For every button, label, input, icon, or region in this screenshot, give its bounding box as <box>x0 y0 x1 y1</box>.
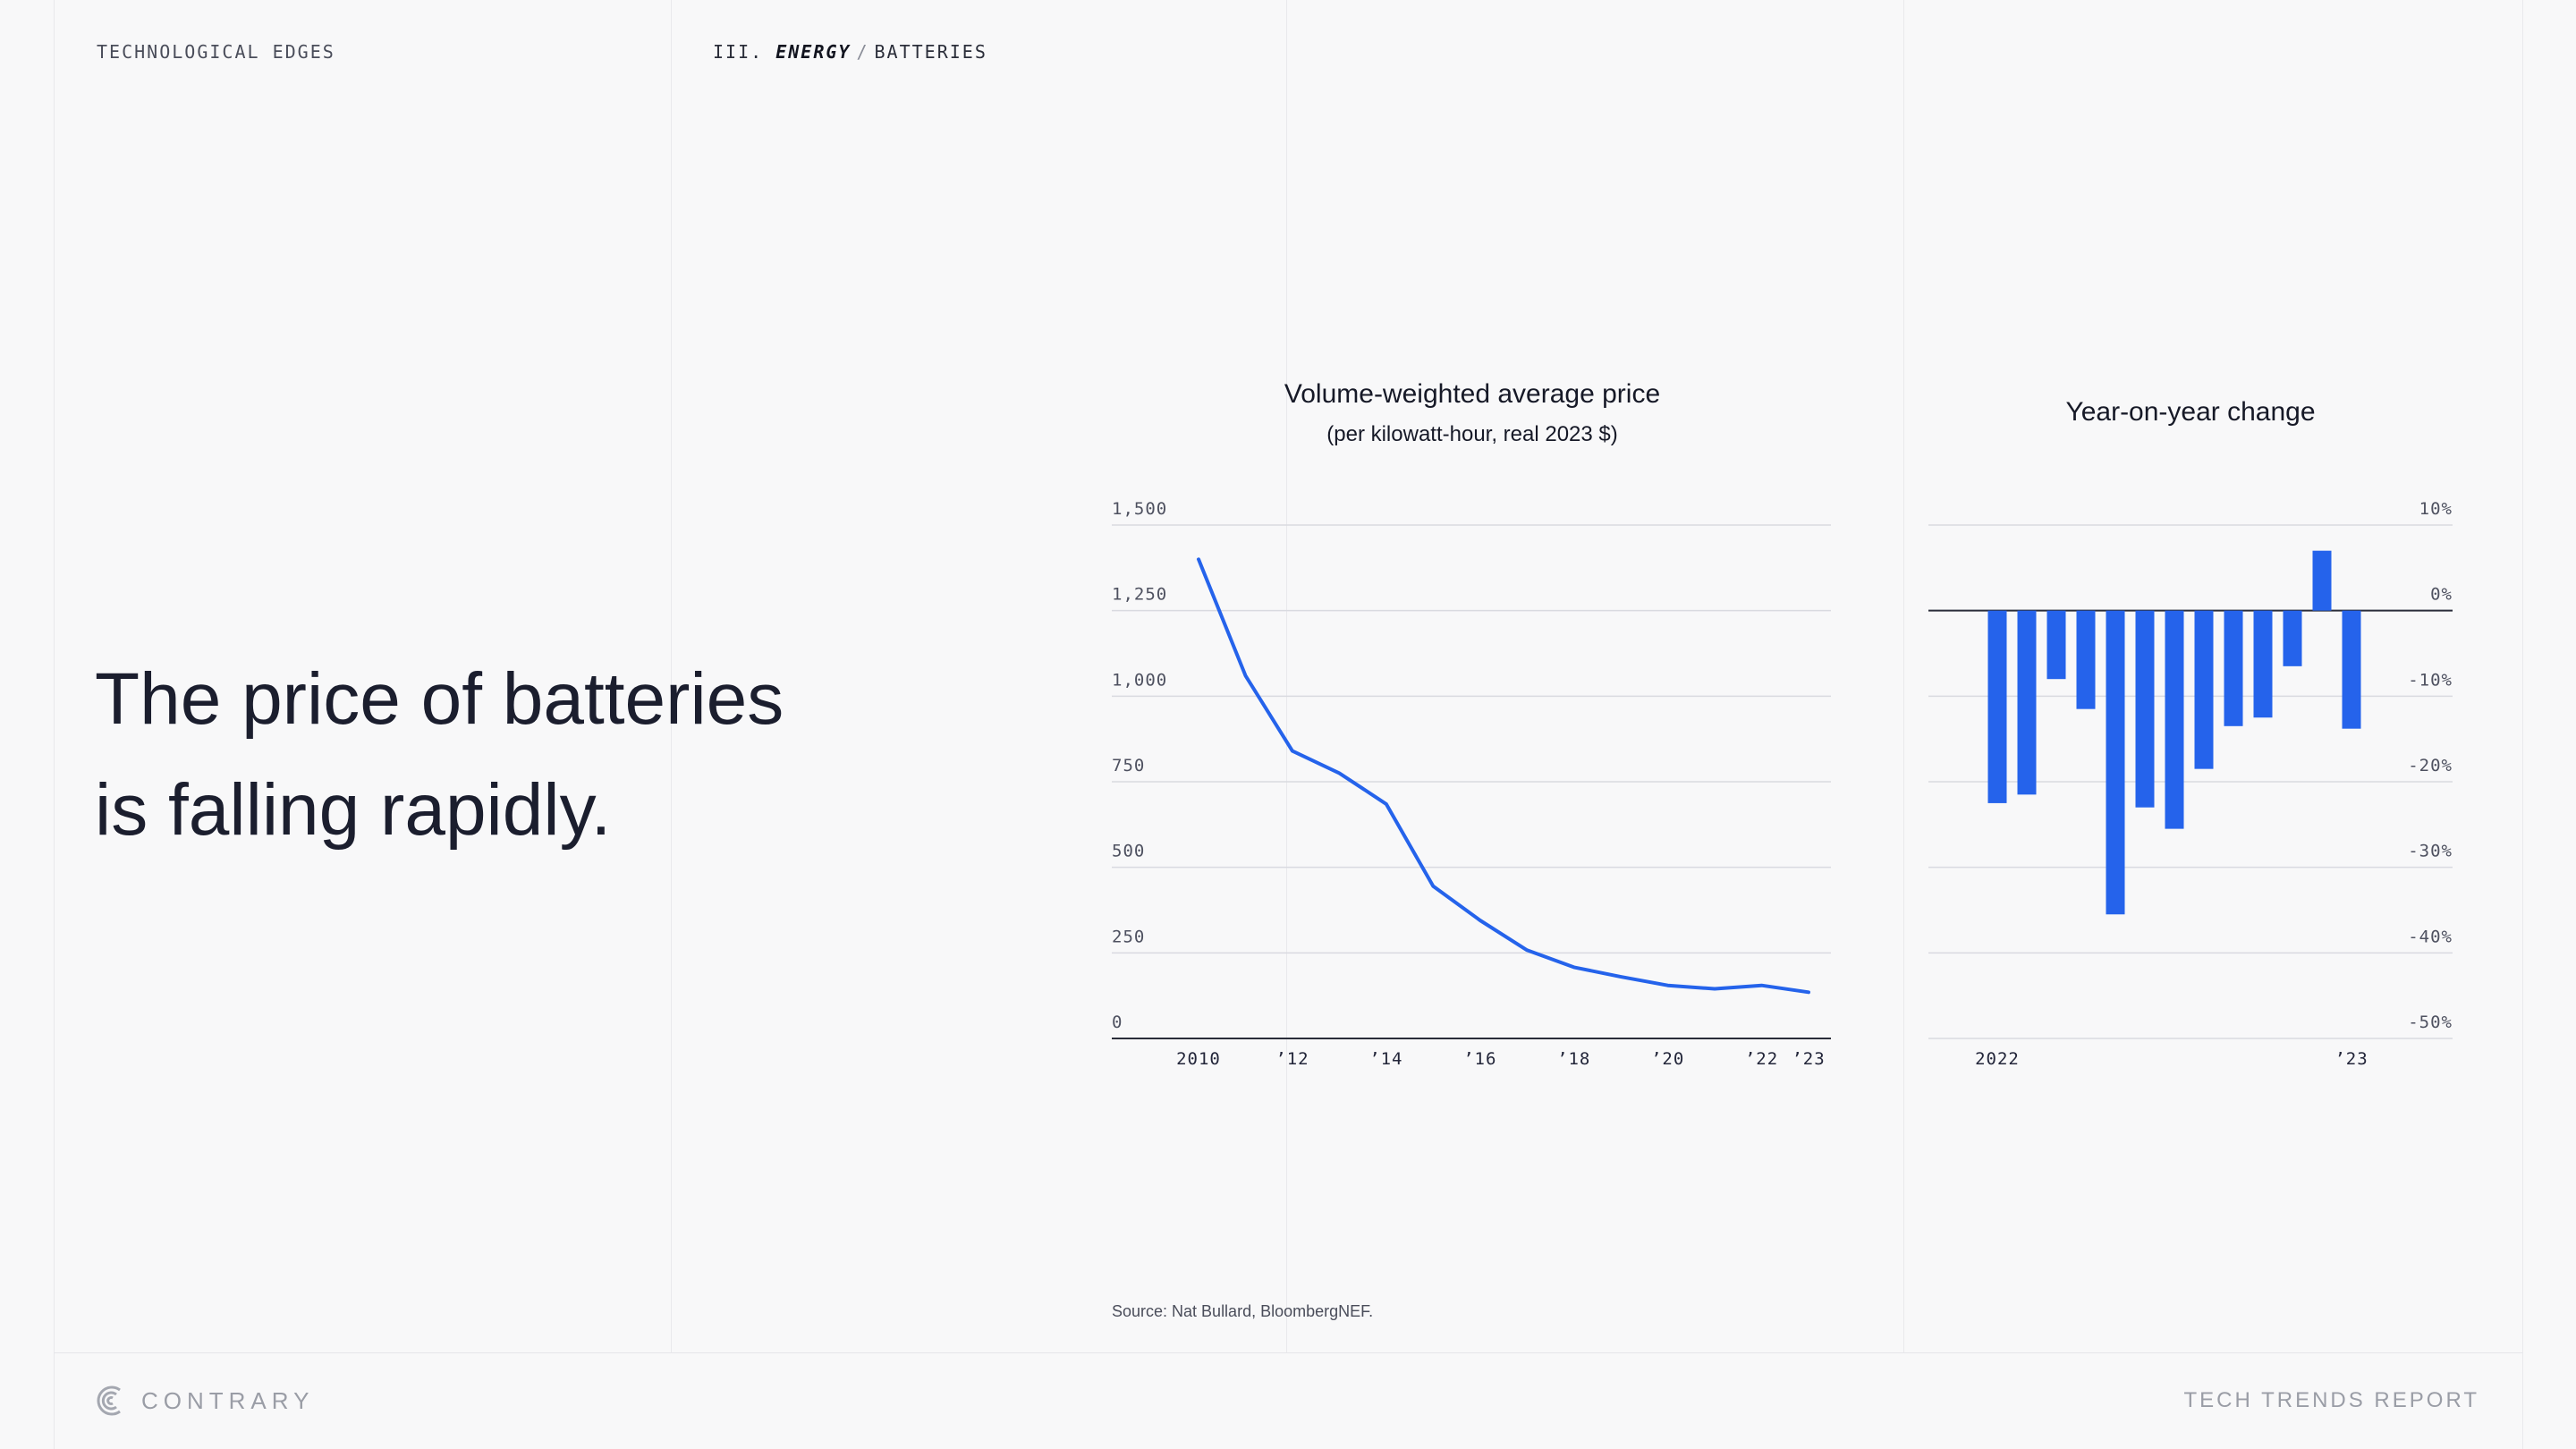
breadcrumb-separator: / <box>856 41 869 63</box>
x-tick-label: 2022 <box>1975 1049 2020 1069</box>
x-tick-label: ’23 <box>2334 1049 2368 1069</box>
column-divider <box>54 0 55 1449</box>
y-tick-label: 1,500 <box>1112 499 1167 519</box>
y-tick-label: 1,000 <box>1112 670 1167 690</box>
bar <box>2283 610 2302 666</box>
line-chart-subtitle: (per kilowatt-hour, real 2023 $) <box>1326 422 1618 446</box>
x-tick-label: ’14 <box>1369 1049 1402 1069</box>
y-tick-label: -30% <box>2408 842 2453 861</box>
x-tick-label: ’16 <box>1463 1049 1496 1069</box>
x-tick-label: ’23 <box>1792 1049 1825 1069</box>
y-tick-label: 1,250 <box>1112 585 1167 605</box>
y-tick-label: 250 <box>1112 927 1145 946</box>
bar <box>2312 550 2332 611</box>
price-line <box>1197 557 1810 995</box>
brand-name: CONTRARY <box>141 1386 315 1414</box>
breadcrumb-topic[interactable]: ENERGY <box>775 41 852 63</box>
bar <box>2135 610 2155 808</box>
y-tick-label: -20% <box>2408 756 2453 775</box>
bar-chart-title-block: Year-on-year change <box>1928 397 2453 428</box>
source-note: Source: Nat Bullard, BloombergNEF. <box>1112 1302 1374 1320</box>
report-title: TECH TRENDS REPORT <box>2183 1388 2479 1412</box>
bar <box>2106 610 2125 915</box>
bar <box>1987 610 2007 803</box>
bar <box>2253 610 2273 718</box>
bar-chart-title: Year-on-year change <box>2065 397 2316 427</box>
y-tick-label: -50% <box>2408 1013 2453 1032</box>
breadcrumb-prefix: III. <box>713 41 764 63</box>
bar <box>2165 610 2184 829</box>
page-title: The price of batteries is falling rapidl… <box>95 644 900 866</box>
bar <box>2342 610 2361 729</box>
bar <box>2046 610 2066 680</box>
breadcrumb: III. ENERGY / BATTERIES <box>713 41 987 63</box>
headline-line-1: The price of batteries <box>95 658 784 740</box>
x-tick-label: ’22 <box>1745 1049 1778 1069</box>
column-divider <box>2522 0 2523 1449</box>
y-tick-label: 0 <box>1112 1013 1123 1032</box>
brand[interactable]: CONTRARY <box>95 1384 314 1418</box>
y-tick-label: -10% <box>2408 670 2453 690</box>
column-divider <box>1286 0 1287 1352</box>
y-tick-label: 750 <box>1112 756 1145 775</box>
footer-divider <box>54 1352 2522 1353</box>
section-label: TECHNOLOGICAL EDGES <box>97 41 335 63</box>
contrary-logo-icon <box>97 1385 121 1416</box>
x-tick-label: ’18 <box>1557 1049 1590 1069</box>
x-tick-label: ’12 <box>1275 1049 1309 1069</box>
y-tick-label: 10% <box>2419 499 2453 519</box>
line-chart-title: Volume-weighted average price <box>1284 379 1661 409</box>
headline-line-2: is falling rapidly. <box>95 769 612 851</box>
bar <box>2224 610 2243 726</box>
bar <box>2017 610 2037 795</box>
y-tick-label: -40% <box>2408 927 2453 946</box>
y-tick-label: 0% <box>2430 585 2453 605</box>
x-tick-label: 2010 <box>1176 1049 1221 1069</box>
x-tick-label: ’20 <box>1651 1049 1684 1069</box>
breadcrumb-subtopic[interactable]: BATTERIES <box>874 41 987 63</box>
line-chart-title-block: Volume-weighted average price (per kilow… <box>1112 379 1833 447</box>
column-divider <box>1903 0 1904 1352</box>
y-tick-label: 500 <box>1112 842 1145 861</box>
column-divider <box>671 0 672 1352</box>
bar <box>2194 610 2214 769</box>
bar <box>2076 610 2096 709</box>
